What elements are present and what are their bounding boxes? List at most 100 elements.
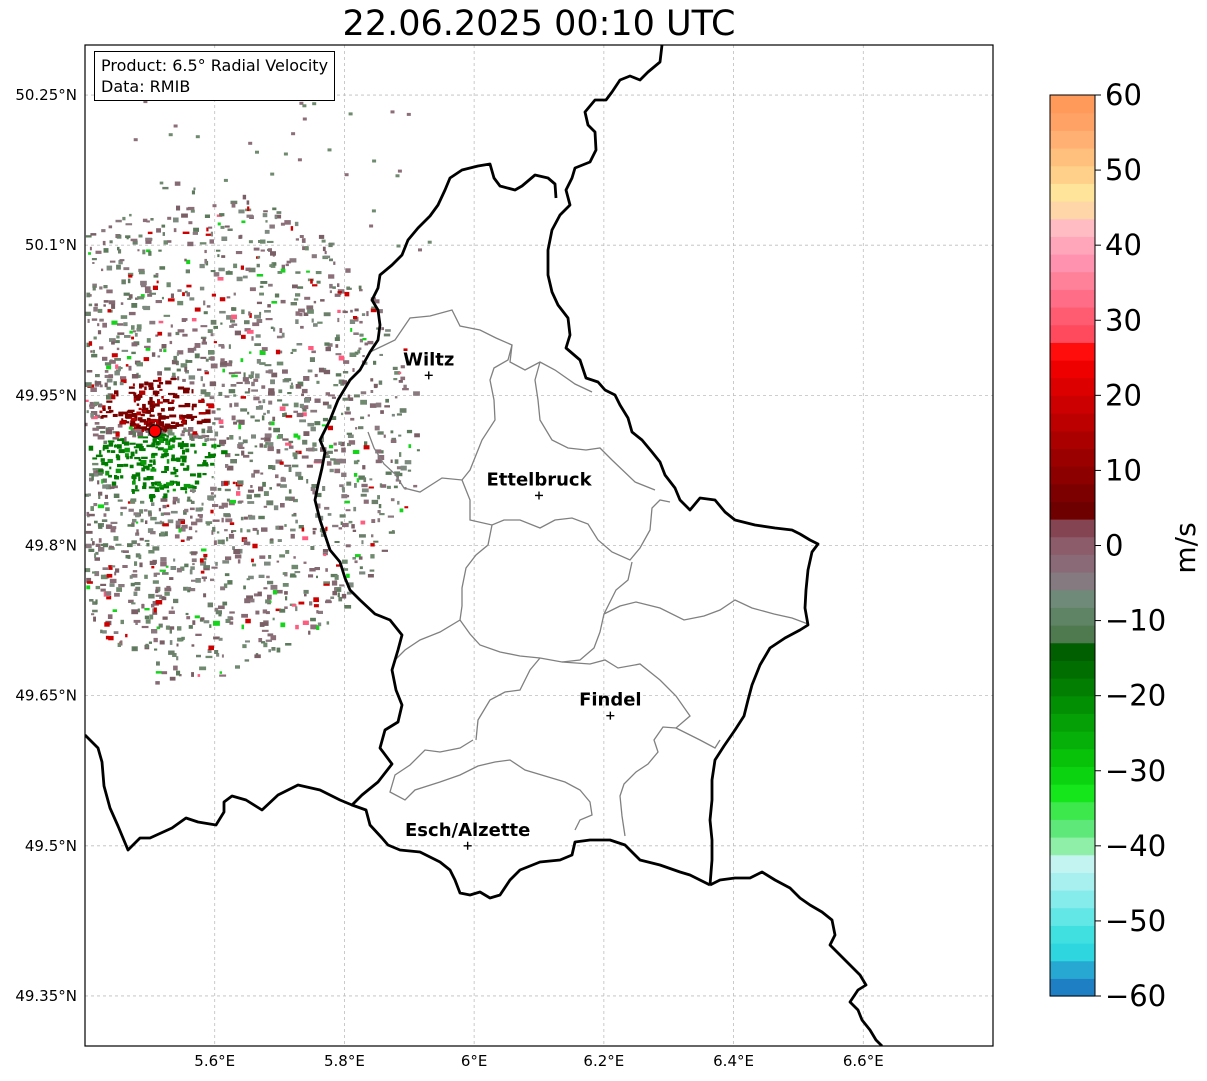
radar-echo-pixel — [159, 181, 164, 185]
radar-echo-pixel — [284, 220, 291, 225]
radar-echo-pixel — [290, 302, 297, 306]
radar-echo-pixel — [103, 304, 106, 307]
radar-echo-pixel — [166, 459, 170, 464]
radar-echo-pixel — [259, 555, 266, 559]
radar-echo-pixel — [117, 332, 125, 335]
radar-echo-pixel — [302, 117, 307, 121]
radar-echo-pixel — [209, 381, 217, 387]
radar-echo-pixel — [263, 642, 268, 648]
radar-echo-pixel — [362, 465, 366, 470]
radar-echo-pixel — [156, 280, 159, 284]
radar-echo-pixel — [390, 459, 393, 463]
radar-echo-pixel — [152, 390, 158, 395]
radar-echo-pixel — [144, 615, 150, 620]
radar-echo-pixel — [94, 422, 100, 425]
radar-echo-pixel — [348, 112, 353, 116]
radar-echo-pixel — [115, 475, 120, 480]
radar-echo-pixel — [173, 466, 176, 471]
radar-echo-pixel — [264, 433, 272, 438]
radar-echo-pixel — [249, 375, 252, 379]
radar-echo-pixel — [95, 543, 101, 547]
radar-echo-pixel — [218, 344, 225, 347]
map-frame — [84, 44, 994, 1047]
map-grid — [85, 45, 993, 1046]
radar-echo-pixel — [91, 475, 94, 481]
radar-echo-pixel — [293, 455, 298, 460]
radar-echo-pixel — [159, 388, 163, 391]
radar-echo-pixel — [162, 523, 169, 527]
radar-echo-pixel — [227, 580, 233, 585]
radar-echo-pixel — [207, 426, 213, 431]
radar-echo-pixel — [295, 471, 302, 477]
radar-echo-pixel — [207, 329, 213, 333]
radar-echo-pixel — [346, 432, 352, 435]
radar-echo-pixel — [133, 138, 138, 142]
radar-echo-pixel — [212, 519, 220, 522]
radar-echo-pixel — [112, 338, 116, 343]
radar-echo-pixel — [203, 553, 208, 558]
radar-echo-pixel — [117, 438, 123, 442]
radar-echo-pixel — [211, 476, 214, 479]
lat-tick-label: 49.8°N — [25, 537, 77, 555]
radar-echo-pixel — [322, 549, 329, 553]
radar-echo-pixel — [177, 300, 184, 306]
colorbar-segment — [1050, 395, 1095, 414]
radar-echo-pixel — [325, 568, 328, 572]
colorbar-segment — [1050, 236, 1095, 255]
radar-echo-pixel — [119, 381, 124, 386]
radar-echo-pixel — [100, 458, 105, 462]
radar-echo-pixel — [187, 347, 195, 353]
radar-echo-pixel — [85, 235, 92, 238]
radar-echo-pixel — [284, 448, 289, 451]
radar-echo-pixel — [170, 293, 174, 298]
radar-echo-pixel — [145, 619, 151, 624]
radar-echo-pixel — [240, 358, 244, 363]
radar-echo-pixel — [288, 440, 294, 444]
radar-echo-pixel — [281, 332, 285, 338]
radar-echo-pixel — [373, 360, 377, 365]
radar-echo-pixel — [182, 415, 189, 419]
radar-echo-pixel — [225, 618, 231, 623]
radar-echo-pixel — [151, 442, 156, 448]
radar-echo-pixel — [341, 486, 345, 491]
radar-echo-pixel — [114, 445, 119, 448]
radar-echo-pixel — [210, 509, 214, 514]
radar-echo-pixel — [203, 567, 210, 571]
radar-echo-pixel — [85, 530, 93, 534]
radar-echo-pixel — [128, 294, 133, 299]
radar-echo-pixel — [94, 303, 98, 307]
radar-echo-pixel — [337, 317, 340, 323]
radar-echo-pixel — [329, 444, 334, 449]
radar-echo-pixel — [96, 425, 101, 430]
radar-echo-pixel — [93, 306, 98, 312]
radar-echo-pixel — [404, 460, 412, 465]
radar-echo-pixel — [301, 388, 308, 394]
radar-echo-pixel — [404, 506, 409, 509]
radar-echo-pixel — [100, 430, 106, 434]
radar-echo-pixel — [342, 310, 346, 314]
radar-echo-pixel — [189, 381, 195, 385]
radar-echo-pixel — [116, 335, 120, 339]
radar-echo-pixel — [237, 443, 243, 449]
colorbar-segment — [1050, 748, 1095, 767]
radar-echo-pixel — [213, 540, 217, 545]
radar-echo-pixel — [180, 463, 185, 466]
colorbar-segment — [1050, 907, 1095, 926]
radar-echo-pixel — [244, 328, 251, 332]
radar-echo-pixel — [262, 481, 266, 487]
radar-echo-pixel — [205, 358, 209, 362]
radar-echo-pixel — [195, 530, 198, 533]
radar-echo-pixel — [205, 409, 211, 415]
radar-echo-pixel — [139, 386, 143, 389]
radar-echo-pixel — [125, 633, 128, 638]
radar-echo-pixel — [112, 437, 120, 440]
radar-echo-pixel — [105, 507, 110, 512]
radar-echo-pixel — [195, 633, 202, 636]
radar-echo-pixel — [362, 355, 365, 358]
radar-echo-pixel — [347, 494, 350, 498]
radar-echo-pixel — [175, 520, 181, 526]
radar-echo-pixel — [245, 640, 250, 643]
radar-echo-pixel — [151, 467, 155, 470]
radar-echo-pixel — [383, 434, 386, 438]
radar-echo-pixel — [171, 480, 178, 484]
